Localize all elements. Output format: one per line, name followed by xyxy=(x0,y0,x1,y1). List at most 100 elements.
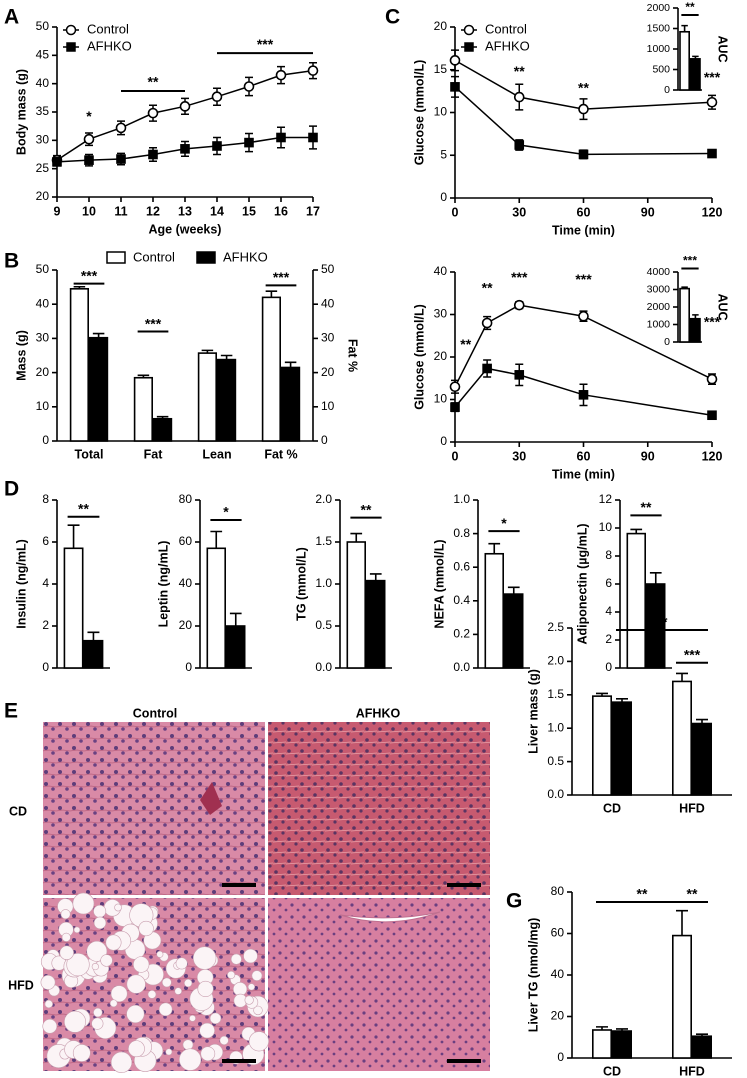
lipid-droplet xyxy=(199,1022,215,1039)
legend-marker xyxy=(65,24,77,36)
y-tick-label: 0 xyxy=(440,190,447,204)
y-tick-label: 0 xyxy=(42,660,49,674)
chart: 0 20 40 60 80 Leptin (ng/mL) * xyxy=(156,492,252,674)
error-bar xyxy=(265,290,278,298)
x-tick-label: 90 xyxy=(641,449,655,463)
y2-tick-label: 20 xyxy=(321,365,335,379)
marker xyxy=(449,55,461,66)
x-tick-label: 15 xyxy=(242,204,256,218)
bar xyxy=(689,58,701,91)
bar xyxy=(689,317,701,343)
significance: *** xyxy=(704,69,721,85)
x-tick-label: 60 xyxy=(577,449,591,463)
y-axis-label: Glucose (mmol/L) xyxy=(412,60,426,166)
y-axis-label: AUC xyxy=(716,293,730,320)
bar xyxy=(691,722,712,796)
lipid-droplet xyxy=(156,950,164,958)
marker xyxy=(513,91,525,103)
legend-label: AFHKO xyxy=(223,249,268,264)
lipid-droplet xyxy=(133,956,150,973)
y-tick-label: 2000 xyxy=(647,301,671,313)
y-tick-label: 4 xyxy=(42,576,49,590)
bar xyxy=(645,583,666,669)
lipid-droplet xyxy=(86,940,108,962)
legend-label: AFHKO xyxy=(485,38,530,53)
micrograph xyxy=(268,722,490,895)
marker xyxy=(180,144,190,154)
bar xyxy=(484,552,504,669)
x-tick-label: 14 xyxy=(210,204,224,218)
x-tick-label: 30 xyxy=(512,449,526,463)
marker xyxy=(307,65,319,76)
x-axis-label: Time (min) xyxy=(552,467,615,481)
y-tick-label: 80 xyxy=(179,492,193,506)
chart: 0 2 4 6 8 10 12 Adiponectin (µg/mL) ** xyxy=(575,492,672,674)
vessel xyxy=(339,911,441,923)
marker xyxy=(275,69,287,81)
marker xyxy=(244,137,254,148)
y-tick-label: 50 xyxy=(36,262,50,276)
lipid-droplet xyxy=(243,948,258,964)
bar xyxy=(153,417,173,442)
series-line xyxy=(454,59,713,110)
lipid-droplet xyxy=(105,934,122,951)
row-label: HFD xyxy=(8,978,34,992)
y-tick-label: 45 xyxy=(36,48,50,62)
y-tick-label: 1.5 xyxy=(315,534,332,548)
series-line xyxy=(454,86,713,156)
error-bar xyxy=(210,530,223,549)
y-tick-label: 40 xyxy=(434,264,448,278)
x-tick-label: Fat % xyxy=(264,447,297,461)
bar xyxy=(89,336,109,442)
x-tick-label: 17 xyxy=(306,204,320,218)
chart: A 20 25 30 35 40 45 50 Body mass (g) Age (weeks) 9… xyxy=(4,6,320,237)
significance: * xyxy=(223,504,229,520)
micrograph xyxy=(43,722,265,895)
y-tick-label: 1.0 xyxy=(547,720,564,734)
lipid-droplet xyxy=(42,1018,58,1034)
bar xyxy=(691,1035,712,1059)
chart: G 0 20 40 60 80 Liver TG (nmol/mg) CD HFD ** ** xyxy=(506,884,732,1078)
y-tick-label: 1.5 xyxy=(547,687,564,701)
x-tick-label: HFD xyxy=(679,1064,705,1078)
marker xyxy=(449,381,461,393)
x-tick-label: 0 xyxy=(452,449,459,463)
lipid-droplet xyxy=(209,1012,222,1025)
marker xyxy=(482,363,492,374)
significance: *** xyxy=(575,271,592,287)
bar xyxy=(503,593,524,669)
chart: 0.0 0.2 0.4 0.6 0.8 1.0 NEFA (mmol/L) * xyxy=(432,492,530,674)
row-label: CD xyxy=(9,804,27,818)
y2-tick-label: 30 xyxy=(321,331,335,345)
significance: *** xyxy=(684,646,701,662)
y-tick-label: 20 xyxy=(434,349,448,363)
x-tick-label: 10 xyxy=(82,204,96,218)
significance: ** xyxy=(637,886,648,902)
error-bar xyxy=(676,909,688,936)
y-tick-label: 0.5 xyxy=(547,754,564,768)
lipid-droplet xyxy=(114,903,122,912)
lipid-droplet xyxy=(138,920,154,937)
significance: ** xyxy=(78,501,89,517)
error-bar xyxy=(649,572,662,584)
lipid-droplet xyxy=(161,977,172,988)
y2-axis-label: Fat % xyxy=(346,339,360,372)
y-tick-label: 0.0 xyxy=(453,660,470,674)
lipid-droplet xyxy=(174,987,182,995)
lipid-droplet xyxy=(244,995,254,1005)
y-tick-label: 1000 xyxy=(647,318,671,330)
bar xyxy=(217,358,237,442)
lipid-droplet xyxy=(110,1051,133,1073)
y-tick-label: 8 xyxy=(42,492,49,506)
y-tick-label: 2000 xyxy=(647,2,671,14)
significance: *** xyxy=(273,269,290,285)
y-tick-label: 0.5 xyxy=(315,618,332,632)
significance: ** xyxy=(578,79,589,95)
x-axis-label: Time (min) xyxy=(552,223,615,237)
legend-swatch xyxy=(196,251,216,264)
lipid-droplet xyxy=(40,974,56,990)
y-axis-label: Glucose (mmol/L) xyxy=(412,304,426,410)
bar xyxy=(261,296,282,442)
